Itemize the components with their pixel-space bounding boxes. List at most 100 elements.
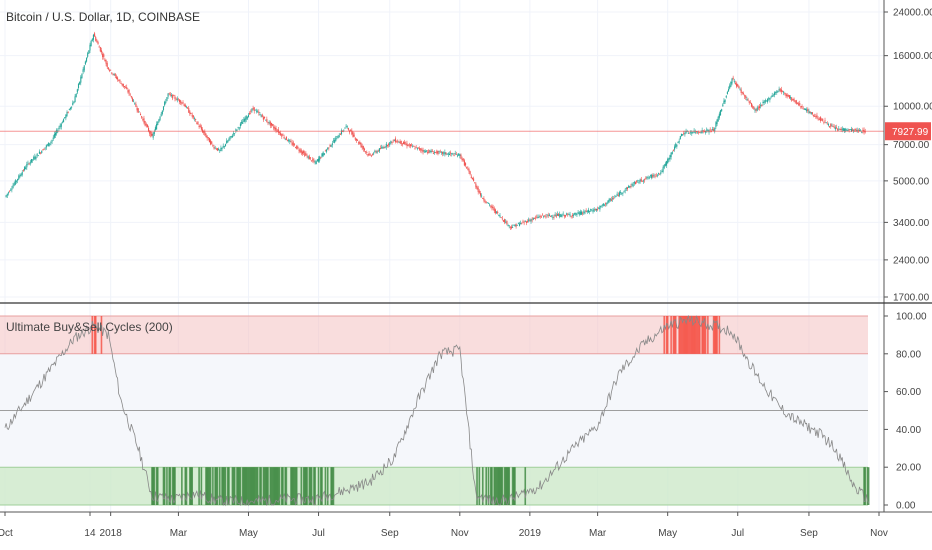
candle-body (754, 109, 756, 111)
candle-body (5, 195, 7, 198)
oscillator-tick-label: 0.00 (896, 501, 916, 512)
candle-body (159, 116, 161, 120)
candle-body (64, 117, 66, 118)
candle-body (68, 108, 70, 110)
candle-body (668, 157, 670, 160)
candle-body (578, 212, 580, 215)
oversold-signal-bar (208, 467, 211, 505)
candle-body (92, 34, 94, 40)
candle-body (212, 145, 214, 147)
candle-body (672, 150, 674, 152)
candle-body (392, 140, 394, 142)
candle-body (592, 210, 594, 212)
candle-body (229, 136, 231, 139)
candle-body (412, 145, 414, 147)
candle-body (481, 195, 483, 197)
candle-body (193, 118, 196, 120)
price-tick-label: 5000.00 (893, 176, 930, 187)
time-tick-label: Sep (381, 528, 399, 539)
oversold-signal-bar (216, 467, 219, 505)
candle-body (605, 203, 607, 205)
candle-body (90, 41, 92, 47)
candle-body (33, 157, 35, 160)
candle-body (622, 192, 624, 194)
candle-body (43, 148, 45, 150)
price-tick-label: 3400.00 (893, 218, 930, 229)
candle-body (498, 215, 500, 216)
oversold-signal-bar (200, 467, 203, 505)
candle-body (597, 208, 599, 210)
candle-body (719, 110, 722, 116)
candle-body (105, 60, 107, 64)
candle-body (108, 69, 111, 71)
candle-body (166, 97, 168, 102)
oversold-signal-bar (266, 467, 268, 505)
candle-body (351, 130, 353, 135)
candle-body (266, 119, 268, 123)
candle-body (292, 142, 294, 146)
candle-body (729, 85, 731, 89)
candle-body (167, 93, 169, 97)
candle-body (53, 134, 55, 138)
candle-body (299, 149, 301, 153)
candle-body (311, 160, 313, 162)
candle-body (314, 161, 316, 163)
candle-body (77, 83, 80, 88)
candle-body (675, 143, 677, 148)
candle-body (682, 134, 684, 136)
candle-body (122, 83, 124, 87)
candle-body (76, 89, 78, 93)
candle-body (161, 110, 163, 114)
candle-body (367, 154, 369, 156)
candle-body (846, 130, 848, 131)
candle-body (574, 213, 576, 215)
overbought-signal-bar (716, 316, 718, 354)
candle-body (765, 100, 767, 102)
candle-body (569, 214, 571, 216)
candle-body (97, 41, 99, 45)
candle-body (443, 152, 445, 154)
candle-body (655, 174, 657, 176)
candle-body (66, 111, 68, 116)
candle-body (636, 181, 638, 183)
candle-body (283, 136, 285, 139)
candle-body (533, 217, 536, 219)
candle-body (539, 216, 541, 217)
candle-body (858, 129, 861, 131)
time-tick-label: Jul (312, 528, 325, 539)
candle-body (267, 121, 269, 124)
candle-body (312, 158, 314, 161)
oversold-signal-bar (330, 467, 332, 505)
candle-body (559, 214, 561, 217)
overbought-signal-bar (685, 316, 687, 354)
candle-body (27, 162, 29, 164)
candle-body (152, 133, 154, 138)
candle-body (748, 101, 750, 103)
oversold-signal-bar (264, 467, 267, 505)
candle-body (463, 160, 465, 166)
oversold-signal-bar (269, 467, 272, 505)
candle-body (847, 129, 849, 131)
overbought-signal-bar (686, 316, 689, 354)
candle-body (118, 80, 120, 82)
candle-body (63, 119, 65, 123)
oversold-signal-bar (506, 467, 508, 505)
candle-body (554, 214, 556, 217)
oversold-signal-bar (262, 467, 265, 505)
candle-body (439, 151, 441, 153)
candle-body (536, 216, 538, 218)
candle-body (632, 184, 634, 186)
candle-body (585, 210, 587, 212)
overbought-signal-bar (715, 316, 717, 354)
oversold-signal-bar (168, 467, 171, 505)
oversold-signal-bar (487, 467, 490, 505)
oversold-signal-bar (332, 467, 335, 505)
candle-body (347, 128, 349, 130)
candle-body (670, 152, 672, 157)
oversold-signal-bar (295, 467, 298, 505)
candle-body (284, 138, 286, 140)
oversold-signal-bar (245, 467, 247, 505)
candle-body (131, 98, 134, 102)
